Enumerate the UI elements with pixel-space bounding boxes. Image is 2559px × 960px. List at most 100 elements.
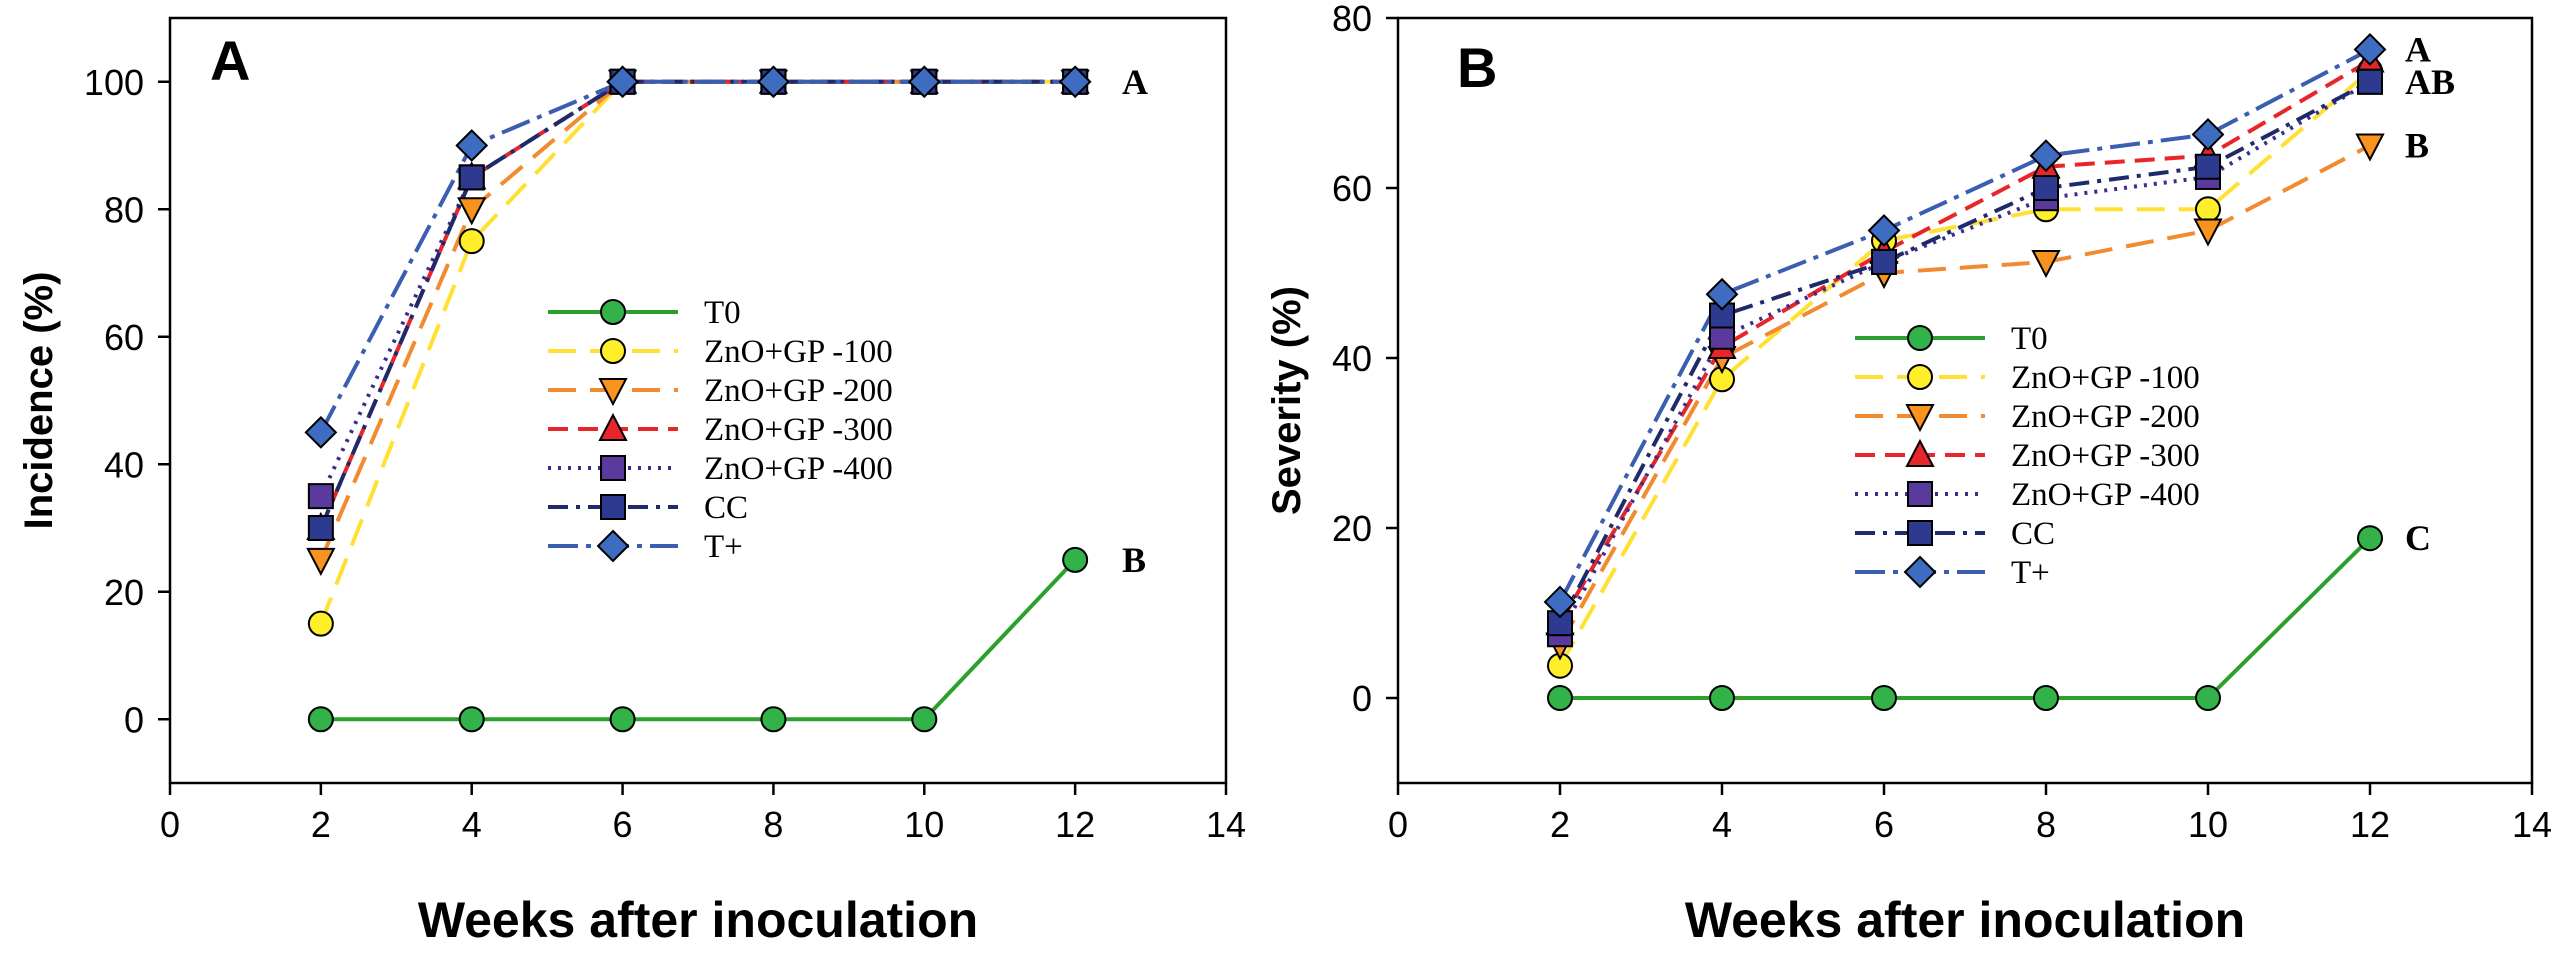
x-tick-label-6: 6 (613, 804, 633, 845)
x-tick-label-2: 2 (1550, 804, 1570, 845)
y-tick-label-20: 20 (1332, 508, 1372, 549)
legend-label-zno-gp-400: ZnO+GP -400 (704, 451, 893, 487)
series-line-t (319, 79, 1076, 434)
data-point-zno-gp-200-week-10 (2193, 218, 2223, 247)
data-point-t0-week-12 (1062, 546, 1089, 573)
data-point-zno-gp-200-week-12 (2355, 133, 2385, 162)
legend-marker-zno-gp-400 (1907, 481, 1933, 507)
series-line-zno-gp-400 (1558, 80, 2372, 636)
legend-marker-zno-gp-300 (598, 412, 628, 441)
series-line-zno-gp-200 (1558, 143, 2371, 646)
data-point-zno-gp-100-week-4 (458, 228, 485, 255)
y-tick-label-80: 80 (1332, 0, 1372, 39)
legend-marker-t (596, 529, 630, 563)
legend-label-t0: T0 (704, 295, 741, 331)
legend-label-cc: CC (704, 490, 748, 526)
series-line-zno-gp-300 (1558, 58, 2372, 625)
x-tick-label-4: 4 (462, 804, 482, 845)
series-line-zno-gp-400 (319, 79, 1076, 497)
data-point-t-week-2 (304, 415, 338, 449)
data-point-cc-week-12 (2357, 68, 2383, 95)
x-tick-label-10: 10 (2188, 804, 2228, 845)
data-point-t-week-4 (455, 129, 489, 162)
panel-label: B (1457, 36, 1497, 99)
data-point-cc-week-8 (2033, 175, 2059, 201)
legend-label-zno-gp-200: ZnO+GP -200 (704, 373, 893, 409)
data-point-zno-gp-100-week-2 (307, 610, 334, 637)
series-line-t (1558, 47, 2371, 603)
legend-label-t0: T0 (2011, 321, 2048, 357)
legend-label-zno-gp-400: ZnO+GP -400 (2011, 477, 2200, 513)
x-tick-label-10: 10 (904, 804, 944, 845)
legend-label-zno-gp-100: ZnO+GP -100 (704, 334, 893, 370)
series-line-zno-gp-200 (319, 79, 1076, 561)
y-tick-label-40: 40 (1332, 338, 1372, 379)
annotation-ab: AB (2405, 62, 2455, 102)
legend-marker-cc (1907, 520, 1933, 546)
data-point-t0-week-4 (458, 706, 485, 733)
x-tick-label-2: 2 (311, 804, 331, 845)
panel-label: A (210, 29, 250, 92)
data-point-cc-week-2 (307, 515, 334, 541)
data-point-t-week-12 (2353, 33, 2387, 66)
series-line-t0 (320, 558, 1077, 722)
series-line-t0 (1560, 536, 2372, 700)
legend-label-t: T+ (704, 529, 743, 565)
data-point-zno-gp-200-week-2 (306, 547, 336, 577)
data-point-t-week-8 (2029, 139, 2063, 173)
series-line-zno-gp-100 (318, 79, 1076, 625)
data-point-t0-week-4 (1709, 685, 1735, 711)
x-tick-label-8: 8 (763, 804, 783, 845)
y-tick-label-40: 40 (104, 444, 144, 485)
data-point-t0-week-10 (911, 706, 938, 733)
data-point-t0-week-8 (760, 706, 787, 733)
legend-label-zno-gp-300: ZnO+GP -300 (2011, 438, 2200, 474)
series-line-cc (319, 79, 1076, 529)
chart-severity: 0 2 4 6 8 10 12 14 0 20 40 60 80 Severity (%) Weeks af… (1265, 0, 2552, 948)
y-axis-label: Severity (%) (1265, 286, 1309, 515)
data-point-zno-gp-200-week-4 (457, 197, 487, 226)
x-tick-label-0: 0 (1388, 804, 1408, 845)
data-point-t0-week-6 (1871, 685, 1897, 711)
y-tick-label-20: 20 (104, 572, 144, 613)
x-tick-label-0: 0 (160, 804, 180, 845)
data-point-zno-gp-100-week-10 (2195, 196, 2221, 223)
x-tick-label-12: 12 (2350, 804, 2390, 845)
legend-marker-zno-gp-100 (1907, 364, 1933, 390)
annotation-b: B (2405, 126, 2429, 166)
data-point-t-week-8 (757, 65, 790, 99)
data-point-t0-week-6 (609, 706, 636, 733)
x-axis-label: Weeks after inoculation (1685, 892, 2245, 948)
series-line-zno-gp-100 (1558, 69, 2372, 667)
data-point-t-week-4 (1705, 277, 1739, 311)
x-axis-label: Weeks after inoculation (418, 892, 978, 948)
data-point-t0-week-8 (2033, 685, 2059, 711)
legend-marker-zno-gp-100 (600, 338, 626, 364)
legend-marker-zno-gp-300 (1905, 438, 1935, 467)
series-line-cc (1558, 79, 2371, 625)
x-tick-label-8: 8 (2036, 804, 2056, 845)
y-tick-label-0: 0 (124, 699, 144, 740)
y-tick-label-60: 60 (1332, 168, 1372, 209)
data-point-cc-week-10 (2195, 153, 2221, 180)
x-tick-label-4: 4 (1712, 804, 1732, 845)
data-point-t-week-6 (1867, 214, 1901, 247)
legend-label-zno-gp-300: ZnO+GP -300 (704, 412, 893, 448)
data-point-cc-week-4 (458, 164, 485, 191)
y-tick-label-60: 60 (104, 317, 144, 358)
data-point-t-week-10 (907, 65, 941, 99)
legend-label-cc: CC (2011, 516, 2055, 552)
legend-marker-cc (600, 494, 626, 520)
plot-frame (168, 16, 1228, 785)
legend-marker-zno-gp-400 (600, 455, 626, 481)
legend-marker-zno-gp-200 (598, 378, 628, 407)
data-point-t0-week-2 (1547, 685, 1573, 711)
y-tick-label-0: 0 (1352, 678, 1372, 719)
x-tick-label-14: 14 (2512, 804, 2552, 845)
annotation-c: C (2405, 518, 2431, 558)
legend-marker-t0 (600, 299, 626, 325)
data-point-zno-gp-200-week-8 (2031, 249, 2061, 279)
y-tick-label-80: 80 (104, 189, 144, 230)
